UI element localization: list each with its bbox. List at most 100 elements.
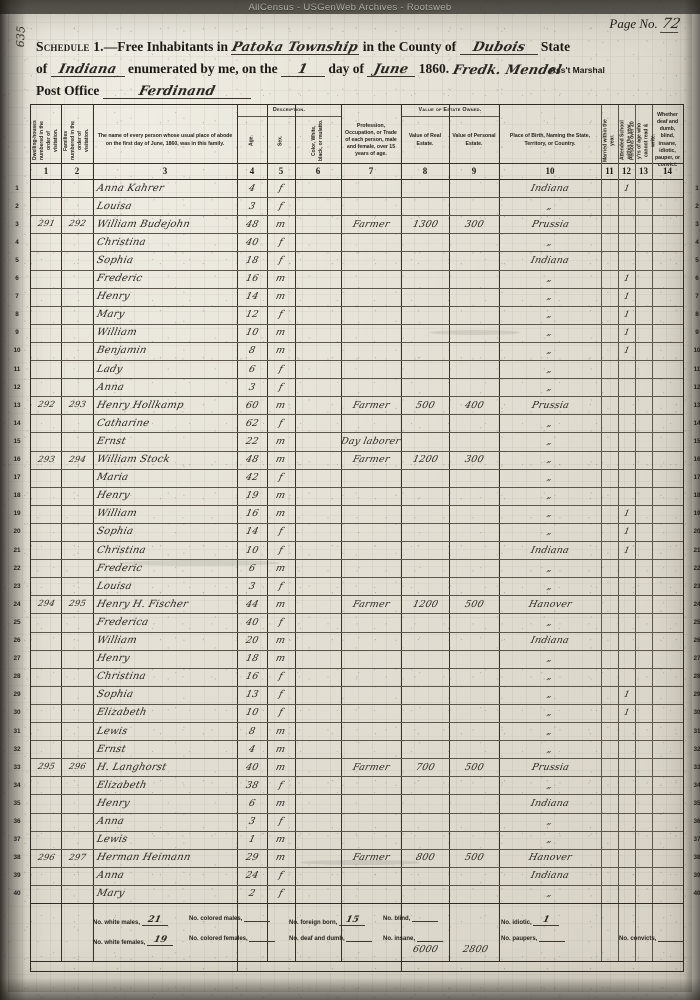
cell-name[interactable]: Louisa — [93, 577, 237, 595]
cell-name[interactable]: Henry — [93, 487, 237, 505]
deaf-dumb-value-field[interactable] — [346, 935, 373, 942]
cell-birth[interactable]: „ — [499, 668, 601, 686]
idiotic-value-field[interactable]: 1 — [533, 915, 560, 926]
convicts-value-field[interactable] — [658, 935, 685, 942]
cell-school[interactable]: 1 — [618, 704, 635, 722]
paupers-value-field[interactable] — [539, 935, 566, 942]
cell-birth[interactable]: „ — [499, 288, 601, 306]
cell-name[interactable]: Henry — [93, 288, 237, 306]
cell-name[interactable]: H. Langhorst — [93, 758, 237, 776]
cell-pers[interactable]: 300 — [449, 215, 499, 233]
cell-age[interactable]: 8 — [237, 722, 267, 740]
cell-birth[interactable]: „ — [499, 270, 601, 288]
cell-name[interactable]: Frederic — [93, 559, 237, 577]
cell-school[interactable]: 1 — [618, 541, 635, 559]
cell-sex[interactable]: m — [267, 324, 295, 342]
cell-birth[interactable]: „ — [499, 831, 601, 849]
cell-sex[interactable]: m — [267, 650, 295, 668]
cell-pers[interactable]: 400 — [449, 396, 499, 414]
cell-age[interactable]: 19 — [237, 487, 267, 505]
cell-age[interactable]: 60 — [237, 396, 267, 414]
cell-age[interactable]: 12 — [237, 306, 267, 324]
cell-age[interactable]: 40 — [237, 613, 267, 631]
cell-sex[interactable]: m — [267, 722, 295, 740]
white-males-value-field[interactable]: 21 — [141, 915, 168, 926]
post-office-field[interactable]: Ferdinand — [102, 82, 251, 99]
cell-real[interactable]: 700 — [401, 758, 449, 776]
cell-sex[interactable]: f — [267, 668, 295, 686]
cell-name[interactable]: Henry Hollkamp — [93, 396, 237, 414]
cell-birth[interactable]: „ — [499, 306, 601, 324]
cell-age[interactable]: 16 — [237, 270, 267, 288]
cell-sex[interactable]: f — [267, 813, 295, 831]
cell-sex[interactable]: f — [267, 704, 295, 722]
cell-sex[interactable]: f — [267, 577, 295, 595]
cell-sex[interactable]: f — [267, 469, 295, 487]
cell-age[interactable]: 40 — [237, 233, 267, 251]
cell-dw[interactable]: 296 — [31, 849, 61, 867]
cell-sex[interactable]: m — [267, 740, 295, 758]
cell-sex[interactable]: m — [267, 215, 295, 233]
cell-age[interactable]: 16 — [237, 668, 267, 686]
cell-pers[interactable]: 500 — [449, 595, 499, 613]
cell-birth[interactable]: Indiana — [499, 179, 601, 197]
cell-age[interactable]: 20 — [237, 632, 267, 650]
cell-name[interactable]: Ernst — [93, 740, 237, 758]
cell-sex[interactable]: m — [267, 632, 295, 650]
cell-sex[interactable]: m — [267, 270, 295, 288]
cell-name[interactable]: Lady — [93, 360, 237, 378]
cell-occ[interactable]: Farmer — [341, 451, 401, 469]
cell-sex[interactable]: f — [267, 541, 295, 559]
cell-age[interactable]: 3 — [237, 577, 267, 595]
cell-name[interactable]: Anna Kahrer — [93, 179, 237, 197]
cell-real[interactable]: 500 — [401, 396, 449, 414]
cell-dw[interactable]: 291 — [31, 215, 61, 233]
cell-name[interactable]: Elizabeth — [93, 704, 237, 722]
cell-sex[interactable]: f — [267, 360, 295, 378]
cell-fam[interactable]: 295 — [61, 595, 93, 613]
cell-birth[interactable]: „ — [499, 650, 601, 668]
cell-name[interactable]: Herman Heimann — [93, 849, 237, 867]
cell-birth[interactable]: „ — [499, 360, 601, 378]
cell-pers[interactable]: 500 — [449, 758, 499, 776]
cell-school[interactable]: 1 — [618, 686, 635, 704]
cell-school[interactable]: 1 — [618, 505, 635, 523]
cell-name[interactable]: Henry H. Fischer — [93, 595, 237, 613]
cell-name[interactable]: William — [93, 324, 237, 342]
day-field[interactable]: 1 — [280, 60, 325, 77]
cell-name[interactable]: Lewis — [93, 722, 237, 740]
cell-sex[interactable]: m — [267, 487, 295, 505]
cell-sex[interactable]: m — [267, 758, 295, 776]
cell-pers[interactable]: 300 — [449, 451, 499, 469]
county-field[interactable]: Dubois — [459, 38, 538, 55]
month-field[interactable]: June — [367, 60, 416, 77]
cell-age[interactable]: 62 — [237, 414, 267, 432]
cell-name[interactable]: Mary — [93, 306, 237, 324]
cell-age[interactable]: 29 — [237, 849, 267, 867]
cell-sex[interactable]: m — [267, 794, 295, 812]
cell-age[interactable]: 48 — [237, 451, 267, 469]
cell-age[interactable]: 2 — [237, 885, 267, 903]
cell-name[interactable]: Anna — [93, 813, 237, 831]
cell-age[interactable]: 13 — [237, 686, 267, 704]
cell-age[interactable]: 6 — [237, 559, 267, 577]
cell-name[interactable]: Anna — [93, 378, 237, 396]
cell-birth[interactable]: „ — [499, 722, 601, 740]
cell-name[interactable]: Henry — [93, 650, 237, 668]
cell-school[interactable]: 1 — [618, 306, 635, 324]
cell-birth[interactable]: „ — [499, 324, 601, 342]
cell-birth[interactable]: Prussia — [499, 396, 601, 414]
cell-age[interactable]: 14 — [237, 288, 267, 306]
cell-sex[interactable]: f — [267, 378, 295, 396]
cell-age[interactable]: 18 — [237, 251, 267, 269]
cell-age[interactable]: 10 — [237, 704, 267, 722]
cell-age[interactable]: 6 — [237, 360, 267, 378]
cell-real[interactable]: 800 — [401, 849, 449, 867]
cell-birth[interactable]: Hanover — [499, 849, 601, 867]
state-field[interactable]: Indiana — [50, 60, 125, 77]
cell-age[interactable]: 4 — [237, 179, 267, 197]
blind-value-field[interactable] — [412, 915, 438, 922]
cell-birth[interactable]: „ — [499, 613, 601, 631]
cell-real[interactable]: 1300 — [401, 215, 449, 233]
cell-name[interactable]: Louisa — [93, 197, 237, 215]
